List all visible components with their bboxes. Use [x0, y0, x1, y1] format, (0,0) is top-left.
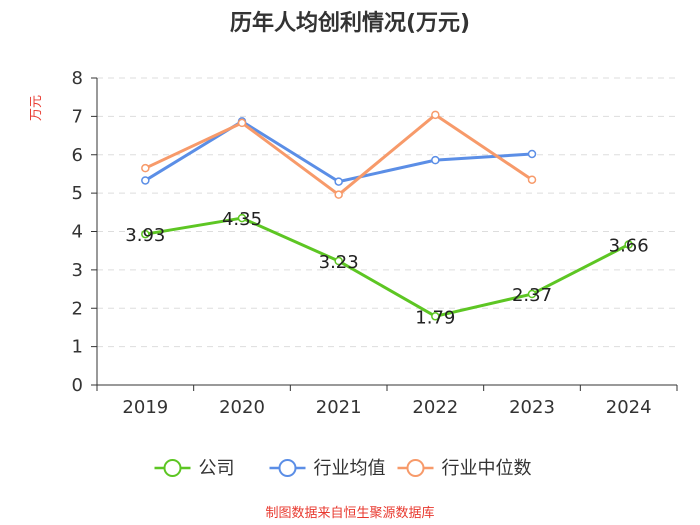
- y-tick-label: 3: [72, 260, 83, 281]
- x-tick-label: 2023: [509, 397, 555, 418]
- data-label: 3.23: [319, 252, 359, 273]
- data-point[interactable]: [431, 155, 440, 165]
- data-label: 3.66: [609, 236, 649, 257]
- legend-marker-icon: [406, 459, 425, 477]
- data-point[interactable]: [141, 163, 150, 173]
- data-point[interactable]: [334, 190, 343, 199]
- data-point[interactable]: [431, 110, 440, 120]
- source-note: 制图数据来自恒生聚源数据库: [265, 505, 434, 521]
- legend: 公司 行业均值 行业中位数: [154, 458, 532, 479]
- data-label: 4.35: [222, 209, 262, 230]
- data-label: 1.79: [415, 307, 455, 328]
- data-point[interactable]: [334, 256, 343, 266]
- legend-item-2[interactable]: 行业中位数: [397, 458, 532, 479]
- y-axis-unit: 万元: [29, 95, 44, 121]
- y-tick-label: 1: [72, 337, 83, 358]
- legend-item-1[interactable]: 行业均值: [269, 458, 386, 479]
- data-point[interactable]: [334, 177, 343, 186]
- data-point[interactable]: [527, 175, 537, 184]
- legend-label: 行业均值: [314, 458, 386, 479]
- y-tick-label: 2: [72, 298, 83, 319]
- data-point[interactable]: [141, 176, 150, 185]
- legend-label: 公司: [199, 458, 235, 479]
- y-tick-label: 0: [72, 375, 83, 396]
- data-point[interactable]: [624, 240, 633, 249]
- chart-title: 历年人均创利情况(万元): [230, 10, 470, 36]
- y-tick-label: 8: [72, 68, 83, 89]
- axes: 0 1 2 3 4 5 6 7 8 2019 2020 2021 2022 2023 2024: [72, 68, 678, 418]
- x-tick-label: 2022: [412, 397, 458, 418]
- y-tick-label: 5: [72, 183, 83, 204]
- series-lines: [141, 110, 633, 321]
- legend-item-0[interactable]: 公司: [154, 458, 235, 479]
- x-tick-label: 2024: [606, 397, 652, 418]
- data-point[interactable]: [431, 312, 440, 321]
- legend-marker-icon: [278, 459, 297, 477]
- x-tick-label: 2020: [219, 397, 265, 418]
- grid-lines: [97, 77, 677, 348]
- data-point[interactable]: [527, 289, 537, 299]
- data-point[interactable]: [237, 213, 247, 223]
- y-tick-label: 7: [72, 106, 83, 127]
- series-line-1: [144, 119, 533, 184]
- data-labels: 3.93 4.35 3.23 1.79 2.37 3.66: [125, 209, 648, 328]
- legend-marker-icon: [163, 459, 182, 477]
- data-label: 3.93: [125, 225, 165, 246]
- x-tick-label: 2021: [316, 397, 362, 418]
- data-label: 2.37: [512, 285, 552, 306]
- series-line-0: [145, 216, 630, 318]
- y-tick-label: 4: [72, 222, 83, 243]
- data-point[interactable]: [527, 149, 537, 159]
- data-point[interactable]: [141, 229, 150, 239]
- legend-label: 行业中位数: [442, 458, 532, 479]
- y-tick-label: 6: [72, 145, 83, 166]
- data-point[interactable]: [237, 118, 247, 128]
- x-tick-label: 2019: [122, 397, 168, 418]
